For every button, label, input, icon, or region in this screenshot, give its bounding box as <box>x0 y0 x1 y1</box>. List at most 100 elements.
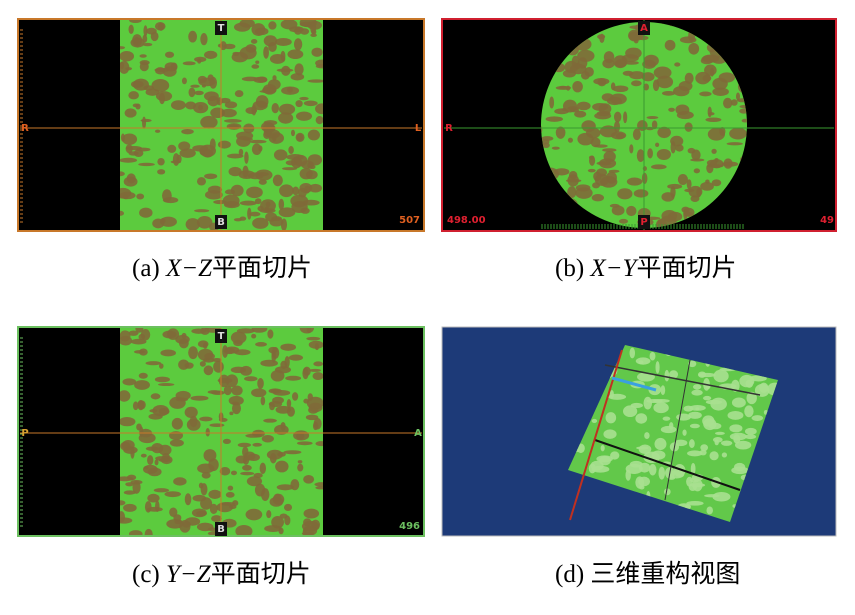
texture-blob <box>689 423 700 429</box>
texture-blob <box>284 356 290 368</box>
texture-blob <box>185 218 200 230</box>
texture-blob <box>658 466 666 480</box>
texture-blob <box>201 472 211 479</box>
texture-blob <box>144 528 153 535</box>
texture-blob <box>130 480 143 485</box>
texture-blob <box>123 490 136 495</box>
texture-blob <box>661 192 675 202</box>
texture-blob <box>251 143 262 156</box>
texture-blob <box>687 450 703 457</box>
texture-blob <box>181 77 187 85</box>
texture-blob <box>222 194 240 207</box>
texture-blob <box>178 141 191 151</box>
texture-blob <box>176 154 182 164</box>
texture-blob <box>613 111 622 123</box>
texture-blob <box>594 144 608 148</box>
texture-blob <box>152 404 169 417</box>
texture-blob <box>120 133 125 142</box>
texture-blob <box>224 101 238 109</box>
texture-blob <box>133 350 145 354</box>
slice-marker: A <box>640 23 648 34</box>
texture-blob <box>299 328 315 334</box>
texture-blob <box>690 462 696 475</box>
texture-blob <box>242 165 249 178</box>
texture-blob <box>700 444 709 452</box>
texture-blob <box>741 118 747 123</box>
texture-blob <box>591 465 610 473</box>
texture-blob <box>312 421 319 431</box>
texture-blob <box>270 369 285 382</box>
slice-marker: R <box>445 123 453 134</box>
texture-blob <box>179 148 196 158</box>
texture-blob <box>655 361 660 374</box>
texture-blob <box>279 513 288 519</box>
texture-blob <box>210 107 226 119</box>
texture-blob <box>203 449 217 462</box>
texture-blob <box>162 330 177 339</box>
texture-blob <box>155 67 166 75</box>
texture-blob <box>205 427 210 437</box>
slice-marker: A <box>414 428 422 439</box>
texture-blob <box>287 49 304 60</box>
texture-blob <box>139 207 153 218</box>
slice-marker: B <box>217 217 225 228</box>
texture-blob <box>259 462 267 475</box>
texture-blob <box>591 418 598 424</box>
texture-blob <box>126 474 137 481</box>
texture-blob <box>229 411 234 416</box>
texture-blob <box>258 179 267 185</box>
marker-box <box>215 329 227 343</box>
texture-blob <box>670 135 684 147</box>
texture-blob <box>276 484 294 491</box>
texture-blob <box>648 464 657 476</box>
texture-blob <box>297 460 303 464</box>
texture-blob <box>140 118 152 123</box>
texture-blob <box>609 93 627 105</box>
texture-blob <box>686 179 692 190</box>
texture-blob <box>577 49 595 62</box>
texture-blob <box>668 107 675 112</box>
texture-blob <box>164 51 175 58</box>
texture-blob <box>699 91 712 97</box>
texture-blob <box>204 50 218 59</box>
texture-blob <box>572 80 583 93</box>
texture-blob <box>315 59 323 67</box>
texture-blob <box>158 458 171 463</box>
texture-blob <box>230 366 247 374</box>
texture-blob <box>294 26 302 35</box>
texture-blob <box>294 63 304 76</box>
texture-blob <box>184 406 198 419</box>
texture-blob <box>166 519 184 529</box>
texture-blob <box>147 455 154 466</box>
texture-blob <box>208 489 222 500</box>
texture-blob <box>252 442 262 447</box>
texture-blob <box>123 503 137 512</box>
texture-blob <box>303 474 315 484</box>
texture-blob <box>276 68 294 73</box>
texture-blob <box>120 390 131 402</box>
texture-blob <box>280 343 297 351</box>
texture-blob <box>247 453 260 462</box>
texture-blob <box>162 189 172 203</box>
texture-blob <box>288 354 304 361</box>
texture-blob <box>698 371 707 378</box>
texture-blob <box>642 166 647 171</box>
texture-blob <box>280 20 298 30</box>
texture-blob <box>120 157 138 163</box>
texture-blob <box>306 336 321 341</box>
texture-blob <box>145 446 159 451</box>
texture-blob <box>553 168 570 176</box>
texture-blob <box>129 20 142 23</box>
texture-blob <box>170 100 186 110</box>
texture-blob <box>128 330 139 336</box>
texture-blob <box>315 103 323 115</box>
texture-blob <box>122 378 137 386</box>
texture-blob <box>207 527 217 532</box>
texture-blob <box>279 184 294 198</box>
texture-blob <box>171 417 183 430</box>
texture-blob <box>169 439 184 447</box>
texture-blob <box>226 123 242 130</box>
texture-blob <box>128 24 134 34</box>
texture-blob <box>731 466 749 475</box>
texture-blob <box>549 96 555 109</box>
